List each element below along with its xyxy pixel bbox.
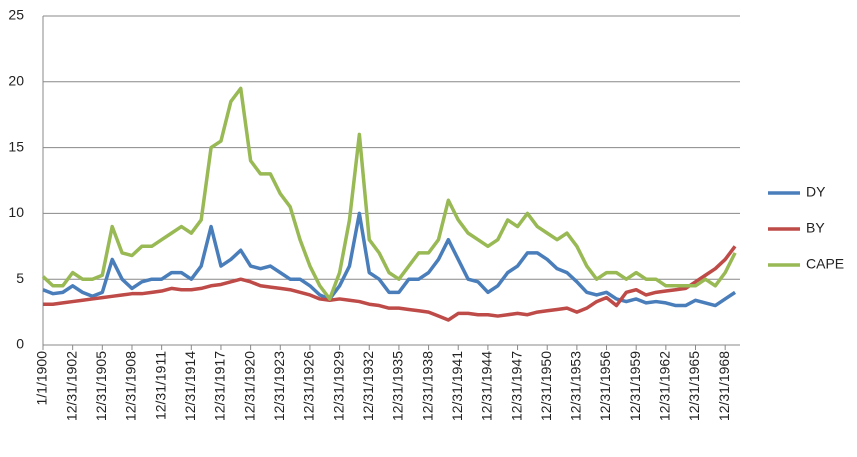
x-tick-label: 12/31/1968 xyxy=(716,351,732,421)
y-tick-label: 10 xyxy=(8,204,24,220)
x-tick-label: 12/31/1944 xyxy=(479,351,495,421)
x-tick-label: 12/31/1938 xyxy=(419,351,435,421)
x-tick-label: 12/31/1929 xyxy=(330,351,346,421)
line-series xyxy=(41,86,737,301)
x-tick-label: 12/31/1932 xyxy=(360,351,376,421)
y-tick-label: 25 xyxy=(8,7,24,23)
x-tick-label: 12/31/1911 xyxy=(152,351,168,420)
x-tick-label: 12/31/1962 xyxy=(657,351,673,421)
x-tick-label: 12/31/1920 xyxy=(241,351,257,421)
y-tick-label: 0 xyxy=(16,336,24,352)
x-tick-label: 12/31/1917 xyxy=(212,351,228,421)
y-tick-label: 5 xyxy=(16,270,24,286)
x-tick-label: 1/1/1900 xyxy=(34,351,50,406)
x-tick-label: 12/31/1953 xyxy=(568,351,584,421)
legend-label: DY xyxy=(806,184,826,200)
x-tick-label: 12/31/1902 xyxy=(63,351,79,421)
x-tick-label: 12/31/1956 xyxy=(597,351,613,421)
x-tick-label: 12/31/1914 xyxy=(182,351,198,421)
y-tick-label: 15 xyxy=(8,138,24,154)
x-tick-label: 12/31/1926 xyxy=(301,351,317,421)
x-tick-label: 12/31/1950 xyxy=(538,351,554,421)
x-tick-label: 12/31/1941 xyxy=(449,351,465,421)
legend-label: BY xyxy=(806,220,825,236)
x-tick-label: 12/31/1935 xyxy=(390,351,406,421)
x-tick-label: 12/31/1965 xyxy=(686,351,702,421)
legend-label: CAPE xyxy=(806,256,844,272)
x-tick-label: 12/31/1908 xyxy=(123,351,139,421)
x-tick-label: 12/31/1923 xyxy=(271,351,287,421)
x-tick-label: 12/31/1959 xyxy=(627,351,643,421)
x-tick-label: 12/31/1905 xyxy=(93,351,109,421)
x-tick-label: 12/31/1947 xyxy=(508,351,524,421)
y-tick-label: 20 xyxy=(8,73,24,89)
line-series xyxy=(43,245,737,322)
